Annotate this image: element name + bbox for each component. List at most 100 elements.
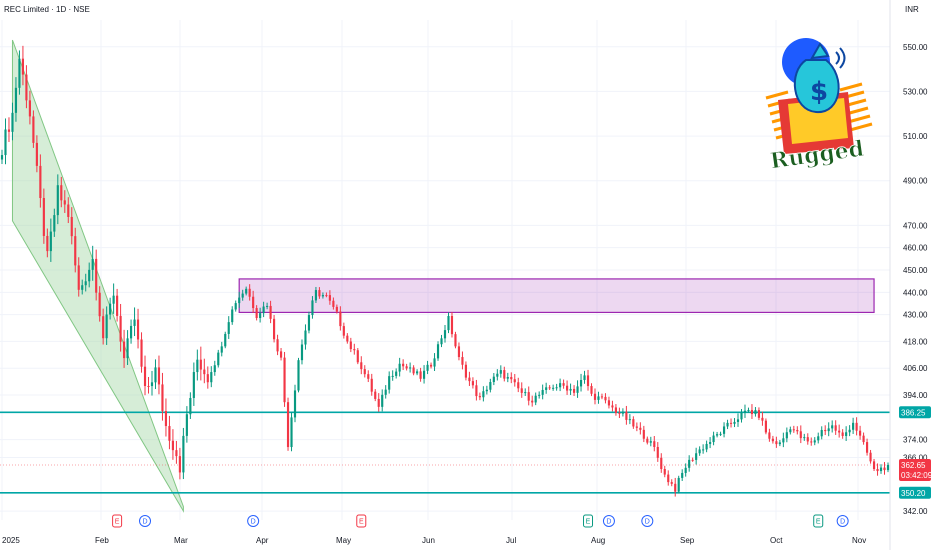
grid bbox=[0, 20, 890, 520]
candle-body bbox=[248, 288, 251, 297]
y-tick-label: 406.00 bbox=[903, 364, 928, 373]
candle-body bbox=[492, 376, 495, 383]
y-tick-label: 440.00 bbox=[903, 288, 928, 297]
candle-body bbox=[259, 313, 262, 319]
candle-body bbox=[559, 383, 562, 388]
y-tick-label: 550.00 bbox=[903, 43, 928, 52]
candle-body bbox=[405, 366, 408, 369]
candle-body bbox=[848, 429, 851, 433]
candle-body bbox=[363, 369, 366, 375]
candle-body bbox=[625, 411, 628, 420]
candle-body bbox=[681, 472, 684, 478]
candle-body bbox=[290, 417, 293, 448]
candle-body bbox=[255, 308, 258, 319]
candle-body bbox=[803, 437, 806, 439]
candle-body bbox=[621, 411, 624, 414]
earnings-marker: E bbox=[583, 514, 594, 528]
candle-body bbox=[517, 382, 520, 389]
candle-body bbox=[503, 370, 506, 379]
earnings-marker: E bbox=[112, 514, 123, 528]
candle-body bbox=[360, 362, 363, 370]
candle-body bbox=[810, 441, 813, 443]
candle-body bbox=[293, 390, 297, 418]
candle-body bbox=[764, 420, 767, 433]
candle-body bbox=[112, 295, 115, 304]
candle-body bbox=[416, 371, 419, 374]
candle-body bbox=[590, 386, 593, 394]
candle-body bbox=[865, 442, 869, 453]
candle-body bbox=[88, 269, 91, 282]
candle-body bbox=[454, 334, 457, 347]
dividend-marker: D bbox=[247, 515, 260, 527]
candle-body bbox=[827, 428, 830, 432]
y-tick-label: 366.00 bbox=[903, 454, 928, 463]
dividend-badge bbox=[836, 515, 849, 527]
candle-body bbox=[95, 258, 98, 293]
candle-body bbox=[140, 339, 143, 367]
event-label: D bbox=[645, 519, 650, 526]
candle-body bbox=[705, 443, 708, 450]
candle-body bbox=[520, 388, 523, 393]
candle-body bbox=[538, 394, 541, 396]
candle-body bbox=[534, 395, 537, 403]
candle-body bbox=[552, 387, 555, 389]
candle-body bbox=[845, 432, 848, 436]
candle-body bbox=[119, 315, 122, 342]
price-axis[interactable]: 550.00 530.00 510.00 490.00 470.00 460.00 450.… bbox=[889, 0, 928, 550]
zone-box bbox=[238, 278, 875, 314]
candle-body bbox=[266, 305, 269, 307]
time-axis[interactable]: 2025 Feb Mar Apr May Jun Jul Aug Sep Oct Nov bbox=[0, 532, 890, 545]
candle-body bbox=[841, 432, 844, 436]
candle-body bbox=[133, 319, 136, 326]
candle-body bbox=[283, 357, 286, 403]
candle-body bbox=[576, 386, 579, 393]
candle-body bbox=[11, 112, 14, 132]
sparkle-icon bbox=[839, 47, 846, 69]
candle-body bbox=[719, 433, 722, 435]
candle-body bbox=[485, 389, 488, 392]
candle-body bbox=[531, 400, 534, 403]
tag-bg bbox=[899, 406, 931, 419]
earnings-badge bbox=[112, 514, 123, 528]
dividend-marker: D bbox=[602, 515, 615, 527]
candle-body bbox=[562, 383, 565, 386]
candle-body bbox=[796, 429, 799, 432]
candle-body bbox=[116, 295, 119, 316]
dollar-sign-icon: $ bbox=[810, 77, 828, 107]
y-tick-label: 470.00 bbox=[903, 221, 928, 230]
candle-body bbox=[126, 338, 129, 359]
x-tick-label: Jun bbox=[422, 536, 435, 545]
candle-body bbox=[398, 363, 401, 372]
candle-body bbox=[391, 375, 394, 377]
tag-value: 350.20 bbox=[901, 489, 926, 498]
candle-body bbox=[102, 316, 105, 339]
candle-body bbox=[572, 388, 576, 393]
event-label: D bbox=[251, 519, 256, 526]
candle-body bbox=[436, 344, 440, 359]
event-label: E bbox=[115, 519, 120, 526]
candle-body bbox=[635, 426, 638, 428]
candle-body bbox=[632, 419, 635, 427]
event-label: D bbox=[606, 519, 611, 526]
logo-stripe bbox=[849, 122, 873, 132]
candle-body bbox=[49, 231, 52, 252]
candle-body bbox=[210, 372, 213, 383]
candle-body bbox=[252, 296, 255, 309]
candle-body bbox=[349, 341, 352, 350]
candle-body bbox=[161, 384, 164, 412]
candle-body bbox=[611, 405, 614, 408]
candle-body bbox=[653, 441, 656, 447]
candle-body bbox=[691, 459, 694, 461]
candle-body bbox=[726, 422, 729, 427]
logo-group: $Rugged bbox=[765, 38, 873, 175]
candle-body bbox=[468, 377, 471, 382]
candle-body bbox=[604, 396, 607, 401]
candle-body bbox=[353, 349, 356, 351]
candle-body bbox=[447, 316, 450, 331]
candle-body bbox=[342, 326, 345, 336]
x-tick-label: Oct bbox=[770, 536, 783, 545]
candle-body bbox=[231, 309, 234, 323]
candle-body bbox=[300, 344, 304, 361]
